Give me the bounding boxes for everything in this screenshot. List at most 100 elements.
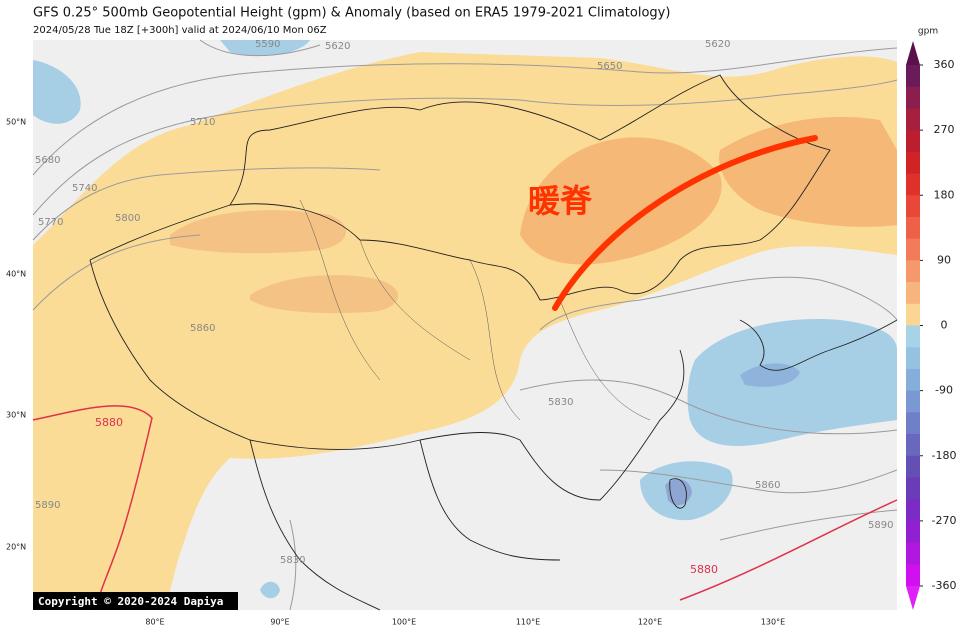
colorbar-tick-label: 180 — [934, 188, 955, 201]
contour-5880 — [679, 499, 898, 601]
lon-label: 130°E — [761, 618, 785, 627]
province-border — [299, 199, 651, 421]
subtitle: 2024/05/28 Tue 18Z [+300h] valid at 2024… — [33, 25, 327, 36]
contour-label: 5590 — [255, 39, 280, 50]
contour-label: 5880 — [690, 563, 718, 576]
contour — [199, 39, 321, 57]
copyright-box — [33, 592, 238, 610]
contour-label: 5740 — [72, 183, 97, 194]
map-area: 5590 5620 5650 5620 5710 5680 5740 5770 … — [32, 39, 898, 611]
contour-label: 5620 — [705, 39, 730, 50]
colorbar-band — [906, 520, 920, 544]
contour — [32, 234, 201, 311]
colorbar-band — [906, 260, 920, 283]
strong-anomaly — [719, 116, 897, 227]
colorbar-band — [906, 368, 920, 392]
colorbar-band — [906, 325, 920, 348]
border — [89, 259, 685, 501]
negative-anomaly — [33, 60, 81, 124]
negative-anomaly — [220, 40, 310, 56]
lon-label: 100°E — [392, 618, 416, 627]
lat-label: 40°N — [6, 270, 26, 279]
colorbar-band — [906, 130, 920, 153]
colorbar-tick-label: 360 — [934, 58, 955, 71]
lat-label: 50°N — [6, 118, 26, 127]
copyright: Copyright © 2020-2024 Dapiya — [38, 595, 223, 608]
ridge-axis — [552, 135, 818, 311]
ridge-annotation: 暖脊 — [528, 182, 593, 220]
colorbar-tick-label: -90 — [935, 384, 953, 397]
contour-label: 5830 — [548, 397, 573, 408]
lon-label: 110°E — [516, 618, 540, 627]
colorbar-band — [906, 195, 920, 218]
negative-anomaly — [687, 319, 897, 446]
colorbar-band — [906, 282, 920, 305]
coastline — [739, 319, 898, 371]
colorbar-band — [906, 173, 920, 196]
contour-label: 5890 — [868, 520, 893, 531]
border — [229, 203, 541, 301]
colorbar-extend — [906, 586, 920, 610]
contour — [519, 379, 898, 435]
contour-label: 5710 — [190, 117, 215, 128]
contour — [719, 509, 898, 541]
contour — [32, 47, 898, 176]
colorbar-band — [906, 564, 920, 587]
contour — [539, 276, 898, 331]
colorbar-band — [906, 238, 920, 261]
contour-label: 5890 — [35, 500, 60, 511]
colorbar-band — [906, 455, 920, 478]
border — [89, 74, 831, 301]
lat-label: 20°N — [6, 543, 26, 552]
colorbar-band — [906, 477, 920, 500]
contour-5880 — [32, 405, 153, 611]
colorbar-band — [906, 151, 920, 175]
colorbar-band — [906, 434, 920, 457]
contour-label: 5770 — [38, 217, 63, 228]
colorbar-band — [906, 108, 920, 131]
contour-label: 5880 — [95, 416, 123, 429]
contour-label: 5830 — [280, 555, 305, 566]
contour-label: 5650 — [597, 61, 622, 72]
colorbar-band — [906, 390, 920, 413]
colorbar-band — [906, 412, 920, 435]
lat-label: 30°N — [6, 411, 26, 420]
border — [249, 439, 381, 611]
colorbar-tick-label: -270 — [932, 514, 957, 527]
colorbar-band — [906, 65, 920, 88]
colorbar-extend — [906, 41, 920, 65]
colorbar-band — [906, 303, 920, 326]
contour-label: 5860 — [755, 480, 780, 491]
contour-label: 5680 — [35, 155, 60, 166]
negative-anomaly — [260, 581, 280, 599]
colorbar-tick-label: -180 — [932, 449, 957, 462]
strong-anomaly — [170, 210, 347, 254]
contour-label: 5620 — [325, 41, 350, 52]
colorbar-tick-label: 90 — [937, 253, 951, 266]
lon-label: 120°E — [638, 618, 662, 627]
colorbar-band — [906, 542, 920, 565]
colorbar-band — [906, 347, 920, 370]
contour — [32, 79, 898, 216]
colorbar-tick-label: -360 — [932, 579, 957, 592]
strong-anomaly — [520, 137, 722, 265]
colorbar-tick-label: 0 — [941, 319, 948, 332]
contour — [289, 519, 297, 611]
colorbar-tick-label: 270 — [934, 123, 955, 136]
lon-label: 90°E — [270, 618, 289, 627]
lon-label: 80°E — [145, 618, 164, 627]
strong-anomaly — [250, 275, 399, 314]
colorbar-band — [906, 499, 920, 522]
contour — [32, 167, 381, 241]
border — [419, 439, 561, 561]
contour-label: 5860 — [190, 323, 215, 334]
colorbar: 360 270 180 90 0 -90 -180 -270 -360 — [906, 41, 956, 610]
contour-label: 5800 — [115, 213, 140, 224]
colorbar-band — [906, 216, 920, 240]
contour — [599, 469, 898, 494]
colorbar-unit: gpm — [918, 27, 938, 37]
coastline — [669, 478, 687, 509]
colorbar-band — [906, 86, 920, 109]
title: GFS 0.25° 500mb Geopotential Height (gpm… — [33, 6, 670, 21]
